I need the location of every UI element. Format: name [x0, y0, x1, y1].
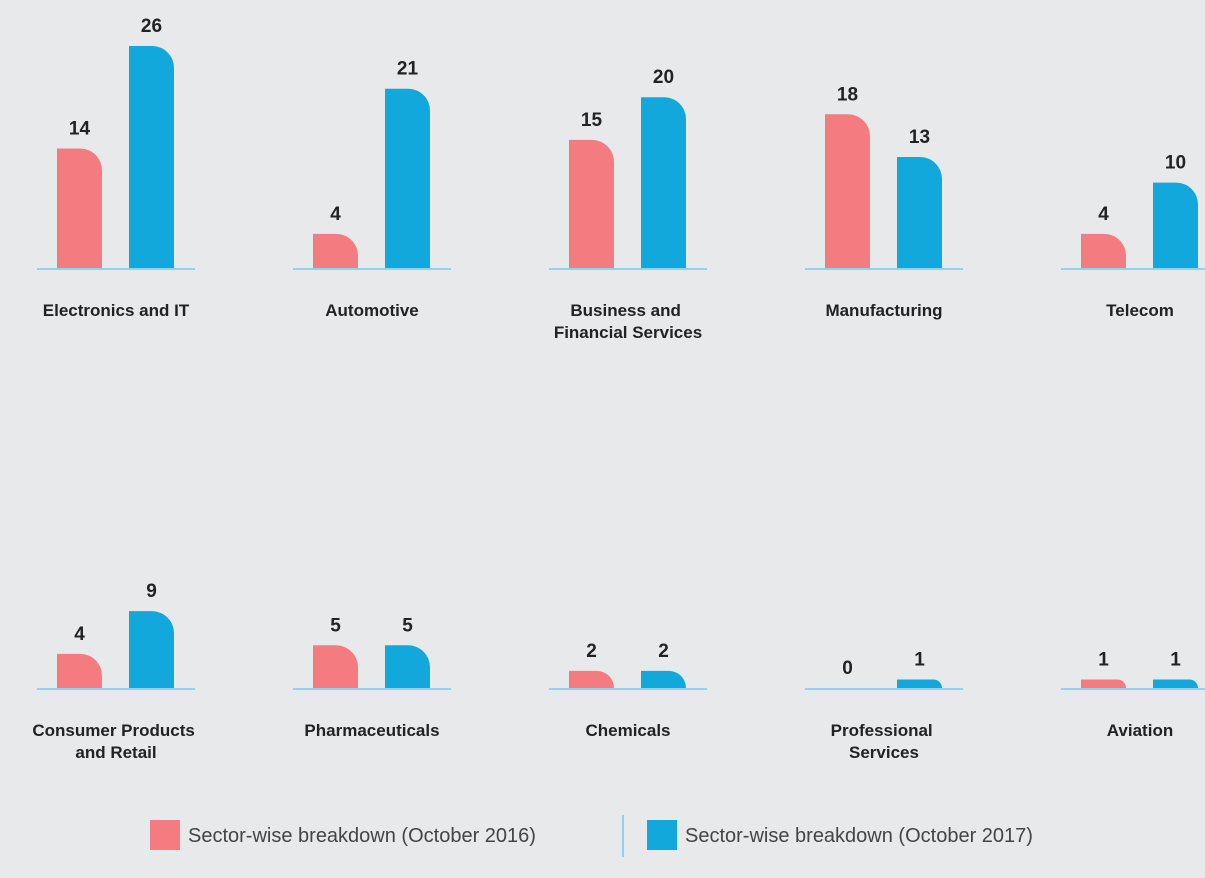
- bar: [385, 88, 430, 268]
- category-label: Pharmaceuticals: [304, 721, 439, 740]
- value-label: 15: [581, 110, 603, 131]
- bar: [897, 679, 942, 688]
- value-label: 14: [69, 118, 91, 139]
- bar: [129, 611, 174, 688]
- value-label: 5: [330, 615, 341, 636]
- bar: [1081, 233, 1126, 268]
- value-label: 5: [402, 615, 413, 636]
- value-label: 1: [1170, 649, 1181, 670]
- value-label: 9: [146, 581, 157, 602]
- bar: [313, 233, 358, 268]
- category-label: Chemicals: [585, 721, 670, 740]
- value-label: 13: [909, 127, 930, 148]
- value-label: 4: [1098, 204, 1109, 225]
- category-label: Professional Services: [831, 721, 938, 762]
- bar: [825, 114, 870, 268]
- bar: [641, 97, 686, 268]
- value-label: 2: [586, 641, 597, 662]
- category-label: Electronics and IT: [43, 301, 190, 320]
- value-label: 21: [397, 59, 419, 80]
- bar: [57, 148, 102, 268]
- category-label: Manufacturing: [825, 301, 942, 320]
- bar: [129, 46, 174, 268]
- bar: [641, 670, 686, 688]
- value-label: 1: [1098, 649, 1109, 670]
- legend-label: Sector-wise breakdown (October 2016): [188, 825, 536, 847]
- category-label: Automotive: [325, 301, 419, 320]
- legend-swatch: [150, 820, 180, 850]
- bar: [57, 653, 102, 688]
- value-label: 4: [330, 204, 341, 225]
- category-label: Aviation: [1107, 721, 1173, 740]
- value-label: 26: [141, 16, 162, 37]
- bar: [897, 157, 942, 268]
- bar: [569, 139, 614, 268]
- bar: [569, 670, 614, 688]
- bar: [1153, 182, 1198, 268]
- value-label: 1: [914, 649, 925, 670]
- legend-label: Sector-wise breakdown (October 2017): [685, 825, 1033, 847]
- value-label: 4: [74, 624, 85, 645]
- bar: [313, 645, 358, 688]
- category-label: Consumer Products and Retail: [32, 721, 199, 762]
- bar: [385, 645, 430, 688]
- legend-swatch: [647, 820, 677, 850]
- value-label: 20: [653, 67, 674, 88]
- category-label: Business and Financial Services: [554, 301, 702, 342]
- bar: [1081, 679, 1126, 688]
- value-label: 0: [842, 658, 853, 679]
- value-label: 2: [658, 641, 669, 662]
- value-label: 10: [1165, 153, 1186, 174]
- value-label: 18: [837, 84, 858, 105]
- category-label: Telecom: [1106, 301, 1174, 320]
- bar: [1153, 679, 1198, 688]
